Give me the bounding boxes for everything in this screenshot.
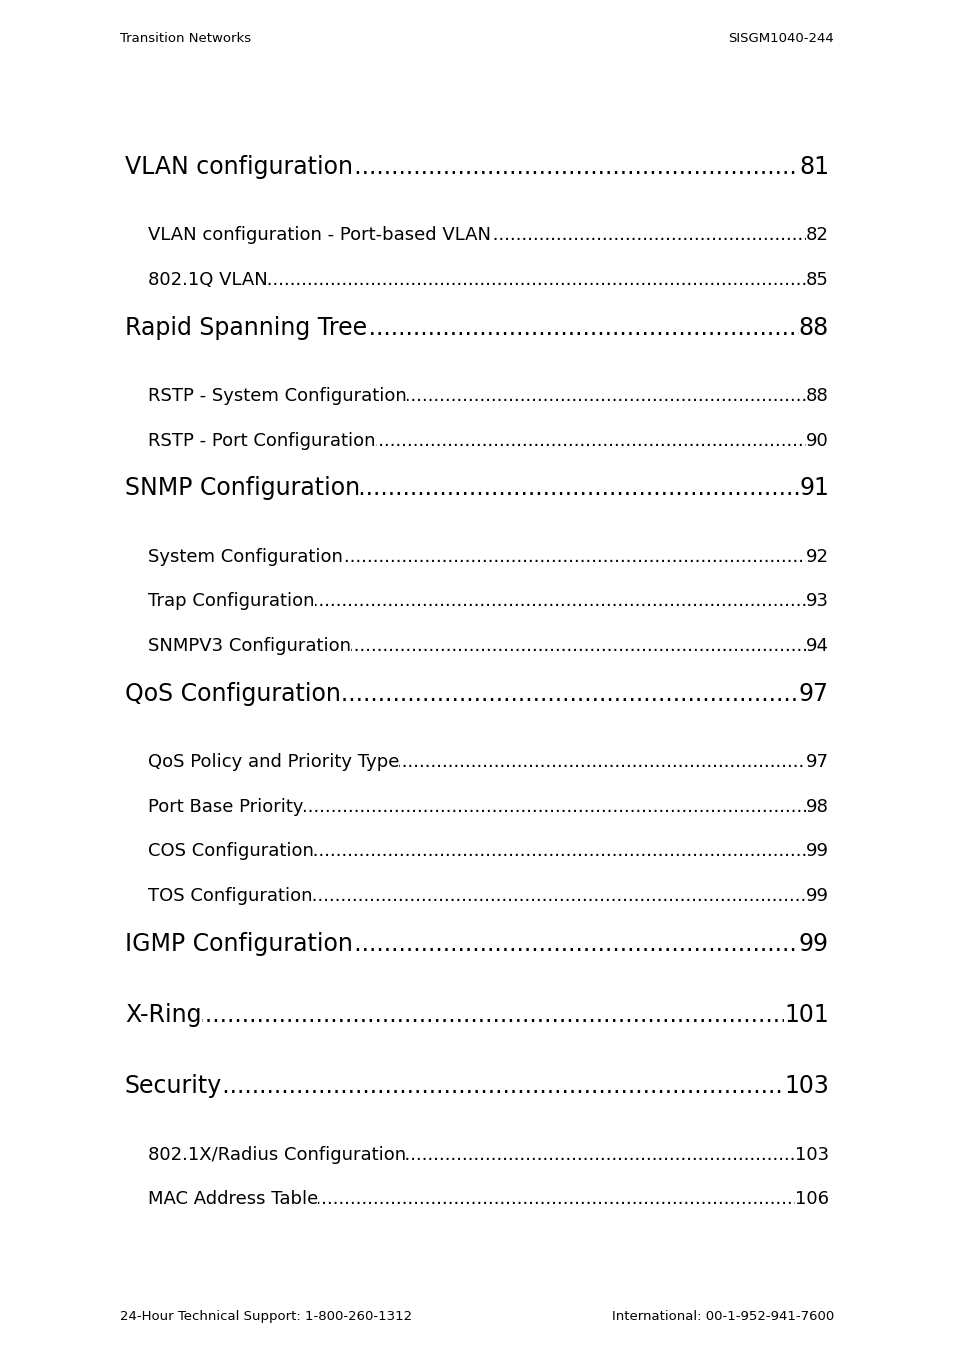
Text: ................................................................................: ........................................… [140, 316, 953, 340]
Bar [353, 138, 799, 190]
Text: SNMP Configuration: SNMP Configuration [125, 477, 359, 501]
Text: TOS Configuration: TOS Configuration [148, 887, 313, 905]
Bar [314, 579, 805, 620]
Bar [399, 740, 805, 780]
Text: SISGM1040-244: SISGM1040-244 [727, 32, 833, 45]
Text: 99: 99 [805, 842, 828, 860]
Text: ................................................................................: ........................................… [246, 432, 935, 450]
Text: ................................................................................: ........................................… [128, 682, 953, 706]
Text: X-Ring: X-Ring [125, 1003, 201, 1027]
Text: ................................................................................: ........................................… [303, 227, 953, 244]
Text: MAC Address Table: MAC Address Table [148, 1191, 318, 1208]
Text: QoS Configuration: QoS Configuration [125, 682, 340, 706]
Text: ................................................................................: ........................................… [255, 1146, 944, 1164]
Text: 101: 101 [783, 1003, 828, 1027]
Text: ................................................................................: ........................................… [233, 637, 923, 655]
Text: 91: 91 [799, 477, 828, 501]
Text: 85: 85 [805, 271, 828, 289]
Text: Port Base Priority: Port Base Priority [148, 798, 303, 815]
Text: International: 00-1-952-941-7600: International: 00-1-952-941-7600 [611, 1310, 833, 1323]
Text: 88: 88 [805, 387, 828, 405]
Text: 97: 97 [805, 753, 828, 771]
Text: System Configuration: System Configuration [148, 548, 342, 566]
Text: ................................................................................: ........................................… [61, 1075, 944, 1099]
Text: 103: 103 [794, 1146, 828, 1164]
Bar [222, 1057, 783, 1110]
Text: 98: 98 [805, 798, 828, 815]
Bar [351, 624, 805, 664]
Text: 92: 92 [805, 548, 828, 566]
Text: QoS Policy and Priority Type: QoS Policy and Priority Type [148, 753, 399, 771]
Bar [359, 459, 799, 512]
Text: 802.1X/Radius Configuration: 802.1X/Radius Configuration [148, 1146, 406, 1164]
Text: 99: 99 [799, 931, 828, 956]
Text: IGMP Configuration: IGMP Configuration [125, 931, 353, 956]
Text: 97: 97 [799, 682, 828, 706]
Text: ................................................................................: ........................................… [51, 1003, 934, 1027]
Text: 802.1Q VLAN: 802.1Q VLAN [148, 271, 268, 289]
Text: ................................................................................: ........................................… [133, 931, 953, 956]
Text: ................................................................................: ........................................… [210, 798, 899, 815]
Text: RSTP - Port Configuration: RSTP - Port Configuration [148, 432, 375, 450]
Bar [318, 1177, 794, 1218]
Text: 24-Hour Technical Support: 1-800-260-1312: 24-Hour Technical Support: 1-800-260-131… [120, 1310, 412, 1323]
Text: 93: 93 [805, 593, 828, 610]
Text: 88: 88 [798, 316, 828, 340]
Text: ................................................................................: ........................................… [212, 1191, 901, 1208]
Bar [342, 535, 805, 575]
Text: COS Configuration: COS Configuration [148, 842, 314, 860]
Text: ................................................................................: ........................................… [257, 753, 946, 771]
Text: 82: 82 [805, 227, 828, 244]
Bar [268, 258, 805, 298]
Bar [491, 213, 805, 254]
Text: ................................................................................: ........................................… [261, 387, 950, 405]
Text: 106: 106 [794, 1191, 828, 1208]
Text: 99: 99 [805, 887, 828, 905]
Text: Rapid Spanning Tree: Rapid Spanning Tree [125, 316, 367, 340]
Text: 103: 103 [783, 1075, 828, 1099]
Text: ................................................................................: ........................................… [137, 477, 953, 501]
Bar [340, 664, 799, 717]
Text: ................................................................................: ........................................… [214, 887, 903, 905]
Text: VLAN configuration - Port-based VLAN: VLAN configuration - Port-based VLAN [148, 227, 491, 244]
Text: ................................................................................: ........................................… [133, 155, 953, 180]
Bar [314, 829, 805, 869]
Text: 94: 94 [805, 637, 828, 655]
Bar [313, 873, 805, 914]
Text: ................................................................................: ........................................… [215, 593, 904, 610]
Text: Transition Networks: Transition Networks [120, 32, 251, 45]
Text: VLAN configuration: VLAN configuration [125, 155, 353, 180]
Bar [353, 914, 799, 967]
Bar [406, 1133, 794, 1173]
Text: 81: 81 [799, 155, 828, 180]
Text: ................................................................................: ........................................… [230, 548, 919, 566]
Text: ................................................................................: ........................................… [192, 271, 881, 289]
Text: ................................................................................: ........................................… [214, 842, 904, 860]
Text: RSTP - System Configuration: RSTP - System Configuration [148, 387, 406, 405]
Bar [406, 374, 805, 414]
Bar [303, 784, 805, 825]
Bar [201, 986, 783, 1038]
Bar [375, 418, 805, 459]
Text: Security: Security [125, 1075, 222, 1099]
Text: 90: 90 [805, 432, 828, 450]
Text: SNMPV3 Configuration: SNMPV3 Configuration [148, 637, 351, 655]
Text: Trap Configuration: Trap Configuration [148, 593, 314, 610]
Bar [367, 298, 798, 351]
